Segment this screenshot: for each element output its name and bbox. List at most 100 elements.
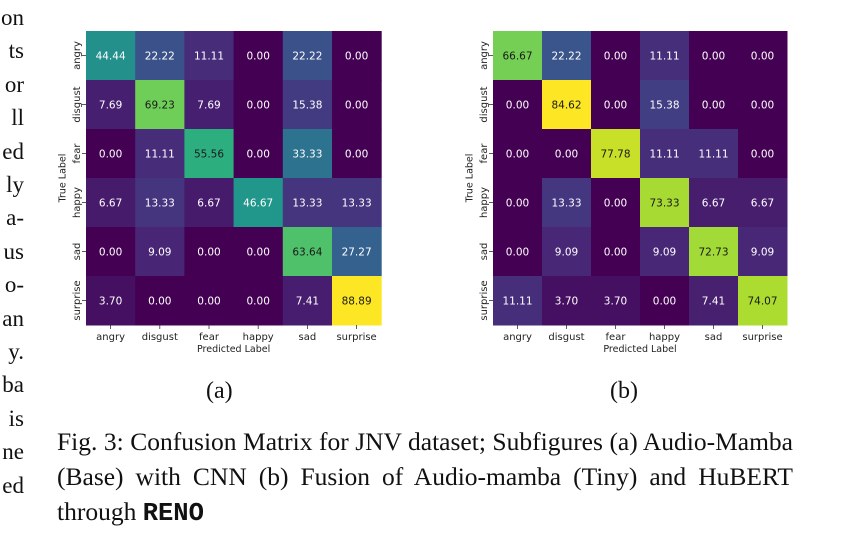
cell-value-label-a: 63.64 — [292, 247, 322, 259]
cell-value-label-a: 15.38 — [292, 100, 322, 112]
heatmap-cell-b — [738, 31, 788, 81]
heatmap-cell-a — [184, 31, 235, 81]
cell-value-label-b: 0.00 — [604, 198, 627, 210]
cell-value-label-a: 7.41 — [296, 296, 319, 308]
cell-value-label-b: 3.70 — [555, 296, 578, 308]
heatmap-cell-a — [332, 178, 382, 228]
cell-value-label-b: 9.09 — [653, 247, 676, 259]
x-tick-label-b: surprise — [742, 332, 782, 343]
heatmap-cell-a — [233, 80, 284, 130]
left-fragment: ts — [8, 38, 24, 64]
cell-value-label-b: 73.33 — [649, 198, 679, 210]
heatmap-cell-b — [640, 178, 690, 228]
heatmap-cell-b — [591, 276, 641, 326]
y-tick-label-b: happy — [479, 187, 490, 218]
heatmap-cell-a — [282, 129, 333, 179]
heatmap-cell-b — [542, 276, 592, 326]
y-tick-label-b: disgust — [479, 86, 490, 122]
cell-value-label-b: 77.78 — [600, 149, 630, 161]
cell-value-label-b: 11.11 — [502, 296, 532, 308]
heatmap-cell-a — [282, 276, 333, 326]
left-fragment: y. — [8, 339, 24, 364]
heatmap-cell-b — [640, 31, 690, 81]
y-tick-label-b: sad — [479, 243, 490, 261]
subfigure-label-b: (b) — [610, 378, 638, 404]
heatmap-cell-b — [738, 80, 788, 130]
x-tick-label-a: sad — [299, 332, 317, 343]
caption-bold-term: RENO — [142, 499, 204, 528]
heatmap-cell-b — [738, 129, 788, 179]
cell-value-label-a: 6.67 — [197, 198, 220, 210]
cell-value-label-b: 84.62 — [551, 100, 581, 112]
heatmap-cell-b — [542, 178, 592, 228]
subfigure-label-a: (a) — [206, 378, 233, 404]
cell-value-label-a: 13.33 — [145, 198, 175, 210]
heatmap-cell-b — [640, 129, 690, 179]
cell-value-label-a: 0.00 — [247, 51, 270, 63]
y-tick-label-b: surprise — [479, 280, 490, 320]
heatmap-cell-a — [135, 227, 185, 277]
cell-value-label-b: 0.00 — [702, 100, 725, 112]
left-fragment: ll — [11, 105, 24, 131]
heatmap-cell-a — [86, 227, 136, 277]
cell-value-label-b: 0.00 — [751, 149, 774, 161]
heatmap-cell-a — [86, 31, 136, 81]
cell-value-label-a: 0.00 — [99, 247, 122, 259]
heatmap-cell-b — [640, 80, 690, 130]
cell-value-label-a: 7.69 — [197, 100, 220, 112]
heatmap-cell-b — [689, 80, 739, 130]
heatmap-cell-a — [135, 276, 185, 326]
cell-value-label-b: 0.00 — [506, 149, 529, 161]
cell-value-label-b: 0.00 — [604, 51, 627, 63]
cell-value-label-b: 13.33 — [551, 198, 581, 210]
cell-value-label-a: 13.33 — [342, 198, 372, 210]
heatmap-cell-a — [86, 178, 136, 228]
cell-value-label-b: 72.73 — [698, 247, 728, 259]
heatmap-cell-a — [282, 80, 333, 130]
left-fragment: an — [2, 305, 24, 331]
cell-value-label-a: 0.00 — [247, 100, 270, 112]
figure-caption: Fig. 3: Confusion Matrix for JNV dataset… — [57, 424, 793, 531]
heatmap-cell-a — [86, 129, 136, 179]
heatmap-cell-b — [591, 227, 641, 277]
cell-value-label-a: 0.00 — [247, 149, 270, 161]
heatmap-cell-b — [689, 129, 739, 179]
x-tick-label-b: angry — [503, 332, 532, 343]
y-axis-title-a: True Label — [58, 154, 69, 204]
heatmap-cell-b — [542, 80, 592, 130]
x-axis-title-a: Predicted Label — [197, 344, 270, 355]
cell-value-label-a: 11.11 — [145, 149, 175, 161]
heatmap-cell-a — [332, 31, 382, 81]
heatmap-cell-b — [738, 227, 788, 277]
cell-value-label-a: 6.67 — [99, 198, 122, 210]
heatmap-cell-b — [738, 276, 788, 326]
heatmap-cell-a — [135, 178, 185, 228]
x-tick-label-b: sad — [705, 332, 723, 343]
y-axis-title-b: True Label — [465, 154, 476, 204]
cell-value-label-a: 11.11 — [194, 51, 224, 63]
heatmap-cell-b — [542, 129, 592, 179]
cell-value-label-b: 9.09 — [751, 247, 774, 259]
heatmap-cell-a — [282, 178, 333, 228]
x-tick-label-a: fear — [199, 332, 220, 343]
cell-value-label-a: 88.89 — [342, 296, 372, 308]
cell-value-label-a: 22.22 — [145, 51, 175, 63]
cell-value-label-b: 0.00 — [555, 149, 578, 161]
heatmap-cell-b — [493, 178, 543, 228]
heatmap-cell-a — [282, 227, 333, 277]
heatmap-cell-a — [135, 31, 185, 81]
cell-value-label-b: 0.00 — [751, 51, 774, 63]
heatmap-cell-a — [86, 276, 136, 326]
cell-value-label-a: 0.00 — [345, 100, 368, 112]
x-tick-label-a: disgust — [142, 332, 178, 343]
heatmap-cell-b — [591, 178, 641, 228]
heatmap-cell-b — [640, 227, 690, 277]
heatmap-cell-a — [233, 227, 284, 277]
cell-value-label-b: 11.11 — [649, 51, 679, 63]
heatmap-cell-a — [184, 178, 235, 228]
heatmap-cell-a — [233, 129, 284, 179]
cell-value-label-a: 3.70 — [99, 296, 122, 308]
x-tick-label-b: happy — [649, 332, 680, 343]
heatmap-cell-b — [493, 227, 543, 277]
